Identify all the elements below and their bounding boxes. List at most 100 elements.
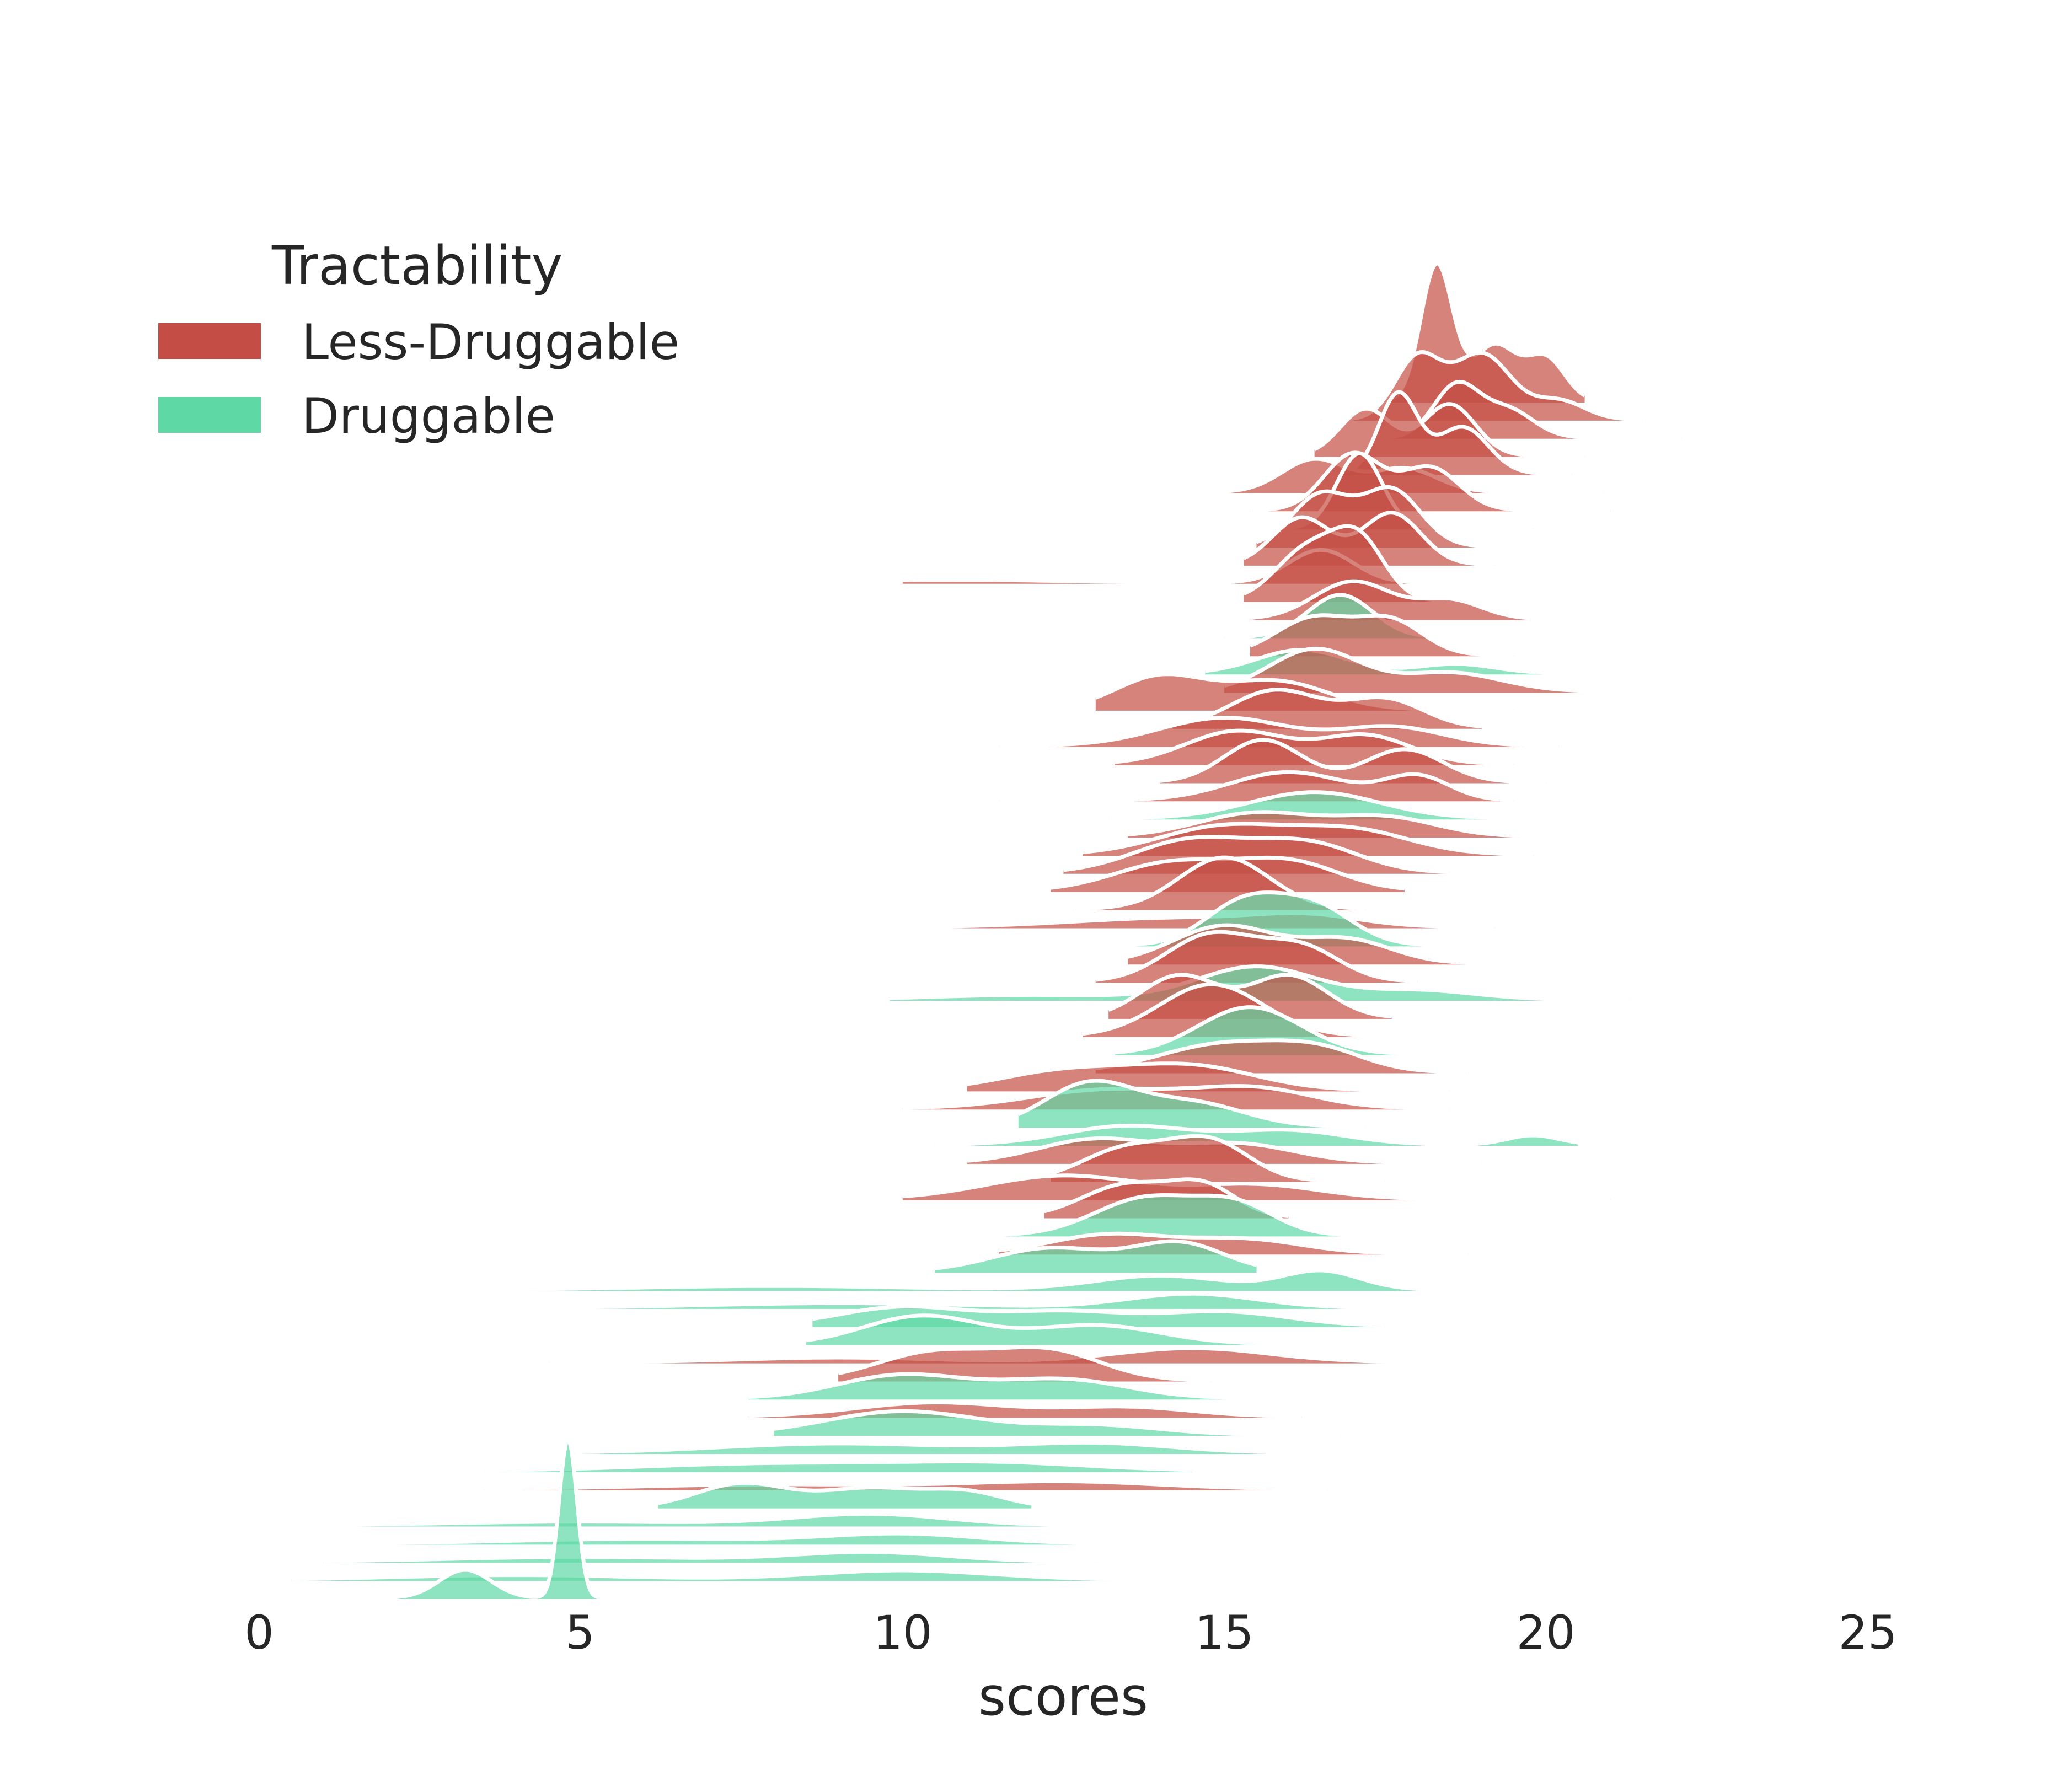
x-tick-label-20: 20 xyxy=(1517,1606,1576,1660)
ridge-outline xyxy=(1108,790,1578,820)
ridge-outline xyxy=(966,1061,1450,1092)
ridge-less-druggable-32 xyxy=(1095,930,1418,983)
ridge-outline xyxy=(1242,511,1495,567)
ridge-outline xyxy=(902,1173,1611,1201)
ridge-less-druggable-19 xyxy=(999,716,1559,748)
ridge-outline xyxy=(890,911,1495,929)
ridge-outline xyxy=(1127,923,1694,965)
ridge-outline xyxy=(902,548,1578,585)
ridge-fill xyxy=(941,1195,1495,1237)
ridge-fill xyxy=(774,1411,1341,1436)
ridge-outline xyxy=(1083,822,1534,857)
x-axis-title: scores xyxy=(978,1666,1148,1727)
ridge-outline xyxy=(1050,1134,1385,1183)
ridge-outline xyxy=(748,1401,1302,1419)
ridge-outline xyxy=(574,1440,1276,1455)
ridge-druggable-63 xyxy=(374,1531,1160,1546)
ridge-druggable-49 xyxy=(452,1268,1418,1292)
ridge-druggable-23 xyxy=(1108,790,1578,820)
ridge-druggable-58 xyxy=(574,1440,1276,1455)
ridge-less-druggable-21 xyxy=(1160,738,1546,784)
ridge-less-druggable-22 xyxy=(999,770,1514,802)
legend-title: Tractability xyxy=(271,235,562,297)
ridge-druggable-66 xyxy=(317,1437,639,1600)
ridge-druggable-50 xyxy=(484,1291,1385,1310)
ridge-outline xyxy=(484,1291,1385,1310)
ridge-outline xyxy=(748,1372,1257,1401)
ridge-druggable-46 xyxy=(941,1193,1495,1237)
ridge-druggable-59 xyxy=(484,1460,1192,1473)
ridge-outline xyxy=(941,1193,1495,1237)
ridge-outline xyxy=(323,1550,1096,1564)
ridge-outline xyxy=(999,770,1514,802)
ridge-fill xyxy=(838,1347,1212,1382)
ridge-druggable-61 xyxy=(657,1480,1032,1509)
ridge-outline xyxy=(657,1480,1032,1506)
legend-label-less-druggable: Less-Druggable xyxy=(302,314,679,371)
ridge-fill xyxy=(1018,1081,1366,1128)
ridge-fill xyxy=(1224,648,1675,693)
ridge-outline xyxy=(806,1313,1353,1346)
ridge-fill xyxy=(999,717,1559,747)
x-tick-label-0: 0 xyxy=(244,1606,274,1660)
ridge-outline xyxy=(890,964,1630,1002)
ridge-outline xyxy=(1256,485,1514,549)
ridge-fill xyxy=(452,1270,1418,1291)
ridge-outline xyxy=(1172,688,1482,728)
ridge-outline xyxy=(1198,457,1604,494)
ridge-outline xyxy=(1017,1079,1366,1129)
ridge-outline xyxy=(1115,728,1514,766)
ridge-less-druggable-56 xyxy=(748,1401,1302,1419)
x-tick-label-10: 10 xyxy=(874,1606,933,1660)
ridge-outline xyxy=(1313,402,1585,458)
ridges-layer xyxy=(291,261,1694,1600)
ridge-fill xyxy=(1051,1136,1385,1182)
ridge-less-druggable-54 xyxy=(838,1345,1212,1382)
ridge-outline xyxy=(1095,930,1418,983)
ridge-fill xyxy=(1095,932,1418,983)
ridge-outline xyxy=(1204,648,1598,675)
ridge-outline xyxy=(1250,579,1578,621)
ridge-fill xyxy=(1108,792,1578,820)
ridge-outline xyxy=(1095,890,1469,947)
ridge-druggable-57 xyxy=(773,1409,1341,1437)
ridge-fill xyxy=(806,1315,1353,1345)
ridge-druggable-64 xyxy=(323,1550,1096,1564)
legend-swatch-druggable xyxy=(158,397,261,433)
ridge-outline xyxy=(999,716,1559,748)
legend-label-druggable: Druggable xyxy=(302,388,555,444)
ridge-less-druggable-14 xyxy=(1249,613,1514,657)
ridge-outline xyxy=(1249,613,1514,657)
x-tick-label-15: 15 xyxy=(1195,1606,1254,1660)
ridge-fill xyxy=(317,1440,639,1599)
ridge-less-druggable-16 xyxy=(1224,646,1675,694)
ridge-less-druggable-60 xyxy=(484,1479,1327,1491)
ridge-fill xyxy=(1160,739,1546,784)
ridge-druggable-52 xyxy=(806,1313,1353,1346)
ridge-outline xyxy=(935,1123,1579,1147)
ridge-fill xyxy=(902,1175,1611,1200)
ridge-fill xyxy=(935,1241,1257,1273)
ridge-outline xyxy=(317,1437,639,1600)
ridge-outline xyxy=(934,1239,1257,1270)
ridge-druggable-62 xyxy=(355,1512,1064,1527)
ridge-outline xyxy=(1160,738,1546,784)
ridge-outline xyxy=(1224,646,1675,694)
ridge-outline xyxy=(355,1512,1064,1527)
ridge-less-druggable-10 xyxy=(902,548,1578,585)
ridge-fill xyxy=(748,1374,1257,1400)
ridge-outline xyxy=(1083,982,1405,1038)
ridge-outline xyxy=(1095,1038,1469,1074)
ridge-outline xyxy=(374,1531,1160,1546)
ridge-outline xyxy=(484,1460,1192,1473)
x-tick-label-5: 5 xyxy=(565,1606,594,1660)
ridge-outline xyxy=(1095,672,1514,712)
ridge-fill xyxy=(1276,392,1572,475)
ridge-druggable-40 xyxy=(1017,1079,1366,1129)
ridge-druggable-55 xyxy=(748,1372,1257,1401)
ridge-outline xyxy=(838,1345,1212,1382)
ridge-outline xyxy=(1390,261,1586,401)
ridge-outline xyxy=(1127,810,1578,839)
x-axis: 0 5 10 15 20 25 scores xyxy=(244,1606,1897,1727)
